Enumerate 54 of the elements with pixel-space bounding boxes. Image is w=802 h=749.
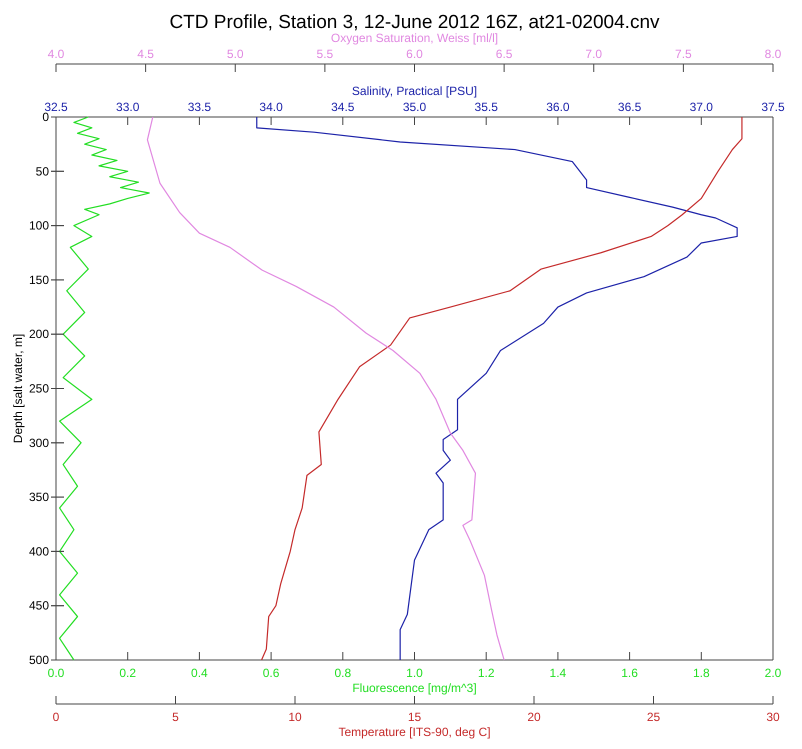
x2-axis-title: Salinity, Practical [PSU]	[352, 84, 478, 98]
chart-title: CTD Profile, Station 3, 12-June 2012 16Z, at21-02004.cnv	[169, 12, 660, 33]
x-tick-label: 1.0	[406, 666, 424, 680]
x2-tick-label: 5.5	[316, 47, 334, 61]
x2-tick-label: 7.0	[585, 47, 602, 61]
x-tick-label: 5	[172, 710, 180, 724]
x2-tick-label: 4.0	[48, 47, 65, 61]
x-tick-label: 30	[766, 710, 780, 724]
x-axis-title: Temperature [ITS-90, deg C]	[338, 725, 491, 739]
x2-tick-label: 7.5	[675, 47, 692, 61]
y-tick-label: 450	[28, 598, 50, 613]
x-tick-label: 0.2	[119, 666, 136, 680]
y-axis-title: Depth [salt water, m]	[11, 334, 25, 444]
y-tick-label: 250	[28, 382, 50, 396]
x2-tick-label: 6.0	[406, 47, 424, 61]
x-tick-label: 0.8	[334, 666, 352, 680]
y-tick-label: 50	[36, 164, 50, 178]
x2-tick-label: 5.0	[226, 47, 244, 61]
x-tick-label: 1.8	[692, 666, 710, 680]
y-tick-label: 300	[28, 436, 50, 450]
line-series	[58, 116, 150, 661]
x2-tick-label: 35.0	[402, 100, 426, 114]
x-tick-label: 0.4	[191, 666, 208, 680]
x2-tick-label: 8.0	[764, 47, 782, 61]
y-tick-label: 350	[28, 490, 50, 504]
x2-tick-label: 35.5	[474, 100, 498, 114]
y-tick-label: 200	[28, 327, 50, 342]
x2-tick-label: 36.5	[618, 100, 642, 114]
x2-tick-label: 37.0	[690, 100, 714, 114]
x2-tick-label: 33.5	[188, 100, 212, 114]
y-tick-label: 150	[28, 272, 50, 287]
x2-tick-label: 37.5	[761, 100, 785, 114]
x2-tick-label: 6.5	[496, 47, 513, 61]
y-tick-label: 400	[28, 544, 50, 558]
x-tick-label: 15	[408, 710, 422, 724]
x2-tick-label: 4.5	[137, 47, 154, 61]
x2-tick-label: 36.0	[546, 100, 570, 114]
x-tick-label: 25	[646, 710, 660, 724]
x-tick-label: 1.2	[478, 666, 495, 680]
x2-tick-label: 34.5	[331, 100, 355, 114]
x2-tick-label: 33.0	[116, 100, 140, 114]
x-tick-label: 2.0	[764, 666, 782, 680]
x-tick-label: 1.4	[550, 666, 567, 680]
x-axis-title: Fluorescence [mg/m^3]	[352, 681, 477, 695]
x-tick-label: 0.6	[262, 666, 280, 680]
x-tick-label: 1.6	[621, 666, 638, 680]
y-tick-label: 100	[28, 218, 50, 233]
x-tick-label: 10	[288, 710, 302, 724]
x2-axis-title: Oxygen Saturation, Weiss [ml/l]	[330, 31, 498, 45]
x2-tick-label: 34.0	[259, 100, 284, 114]
y-tick-label: 500	[28, 653, 50, 667]
x-tick-label: 0.0	[48, 666, 65, 680]
x-tick-label: 0	[52, 710, 60, 724]
x-tick-label: 20	[527, 710, 541, 724]
